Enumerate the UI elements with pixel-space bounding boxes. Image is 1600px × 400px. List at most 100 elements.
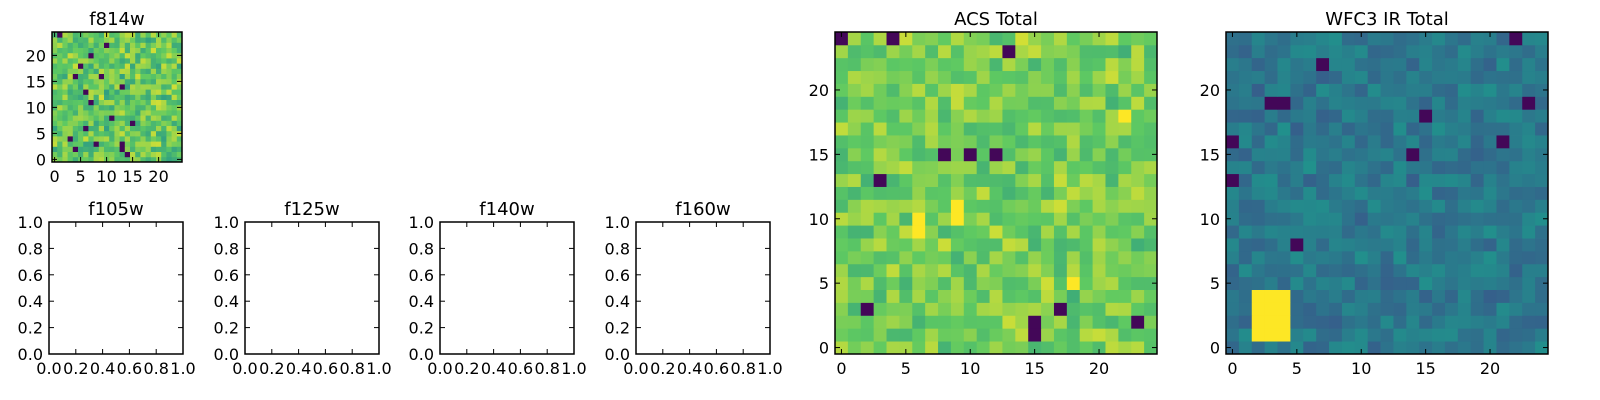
heatmap-cell <box>135 42 141 48</box>
heatmap-cell <box>1002 225 1016 239</box>
heatmap-cell <box>1380 186 1394 200</box>
heatmap-cell <box>976 109 990 123</box>
heatmap-cell <box>52 141 58 147</box>
heatmap-cell <box>1406 276 1420 290</box>
heatmap-cell <box>899 32 913 46</box>
heatmap-cell <box>1470 238 1484 252</box>
heatmap-cell <box>166 130 172 137</box>
heatmap-cell <box>938 225 952 239</box>
heatmap-cell <box>119 47 126 54</box>
heatmap-cell <box>1105 289 1119 303</box>
heatmap-cell <box>135 73 141 80</box>
heatmap-cell <box>1053 122 1068 136</box>
heatmap-cell <box>114 130 120 137</box>
heatmap-cell <box>176 32 183 38</box>
heatmap-cell <box>140 120 146 126</box>
heatmap-cell <box>72 47 79 54</box>
heatmap-cell <box>1432 289 1446 303</box>
heatmap-cell <box>1316 186 1330 200</box>
heatmap-cell <box>1041 160 1055 175</box>
heatmap-cell <box>1092 225 1106 239</box>
heatmap-cell <box>1406 238 1420 252</box>
heatmap-cell <box>1316 135 1330 149</box>
heatmap-cell <box>938 70 952 84</box>
heatmap-cell <box>1483 250 1497 265</box>
heatmap-cell <box>1264 341 1278 355</box>
heatmap-cell <box>57 42 63 48</box>
heatmap-cell <box>1393 135 1407 149</box>
heatmap-cell <box>161 84 167 90</box>
heatmap-cell <box>62 146 68 152</box>
heatmap-cell <box>989 186 1003 200</box>
heatmap-cell <box>156 141 162 147</box>
heatmap-cell <box>835 315 849 329</box>
heatmap-cell <box>1251 83 1266 97</box>
heatmap-cell <box>1079 135 1093 149</box>
heatmap-cell <box>124 94 131 100</box>
axes-frame-f814w <box>51 31 183 163</box>
heatmap-cell <box>161 94 167 100</box>
heatmap-cell <box>166 78 172 85</box>
heatmap-cell <box>1341 173 1356 187</box>
heatmap-cell <box>130 115 136 121</box>
heatmap-cell <box>847 83 862 97</box>
heatmap-cell <box>98 32 105 38</box>
heatmap-cell <box>1509 70 1523 84</box>
heatmap-cell <box>950 173 965 187</box>
heatmap-cell <box>93 78 100 85</box>
heatmap-cell <box>161 68 167 74</box>
heatmap-cell <box>1131 186 1145 200</box>
heatmap-cell <box>938 238 952 252</box>
heatmap-cell <box>976 135 990 149</box>
heatmap-cell <box>950 302 965 316</box>
heatmap-cell <box>88 99 94 106</box>
heatmap-cell <box>1341 250 1356 265</box>
heatmap-cell <box>83 37 89 43</box>
heatmap-cell <box>78 125 84 132</box>
y-tick-label: 5 <box>819 274 829 293</box>
heatmap-cell <box>976 57 990 72</box>
heatmap-cell <box>1406 109 1420 123</box>
x-tick-label: 0.2 <box>454 359 479 378</box>
heatmap-cell <box>1419 212 1433 226</box>
heatmap-cell <box>1522 160 1536 175</box>
heatmap-cell <box>1341 83 1356 97</box>
heatmap-cell <box>1277 160 1291 175</box>
heatmap-cell <box>130 42 136 48</box>
heatmap-cell <box>1144 328 1158 342</box>
heatmap-cell <box>1053 289 1068 303</box>
y-tick-label: 0.2 <box>214 319 239 338</box>
heatmap-cell <box>860 263 875 278</box>
heatmap-cell <box>1277 263 1291 278</box>
heatmap-cell <box>140 110 146 116</box>
heatmap-cell <box>1329 32 1343 46</box>
heatmap-cell <box>1002 315 1016 329</box>
heatmap-cell <box>938 44 952 59</box>
heatmap-cell <box>62 94 68 100</box>
heatmap-cell <box>899 44 913 59</box>
y-tick-label: 0.4 <box>409 292 434 311</box>
heatmap-cell <box>976 289 990 303</box>
heatmap-cell <box>886 250 900 265</box>
heatmap-cell <box>860 250 875 265</box>
heatmap-cell <box>1264 302 1278 316</box>
y-tick-label: 15 <box>809 145 829 164</box>
heatmap-cell <box>1105 122 1119 136</box>
heatmap-cell <box>1329 328 1343 342</box>
heatmap-cell <box>912 289 926 303</box>
heatmap-cell <box>976 315 990 329</box>
heatmap-cell <box>886 160 900 175</box>
heatmap-cell <box>114 42 120 48</box>
heatmap-cell <box>1079 57 1093 72</box>
heatmap-cell <box>1535 96 1549 110</box>
heatmap-cell <box>1329 122 1343 136</box>
heatmap-cell <box>925 32 939 46</box>
heatmap-cell <box>1444 328 1459 342</box>
heatmap-cell <box>1144 96 1158 110</box>
heatmap-cell <box>1238 302 1253 316</box>
heatmap-cell <box>1079 160 1093 175</box>
heatmap-cell <box>886 276 900 290</box>
heatmap-cell <box>847 186 862 200</box>
heatmap-cell <box>130 151 136 158</box>
